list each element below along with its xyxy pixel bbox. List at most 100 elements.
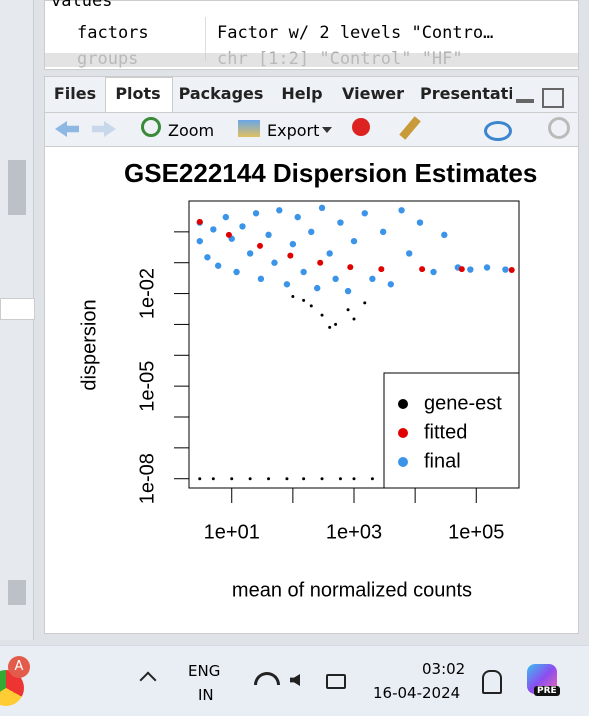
volume-icon[interactable] bbox=[290, 674, 300, 686]
clock-date[interactable]: 16-04-2024 bbox=[373, 684, 461, 702]
point bbox=[233, 268, 240, 276]
point bbox=[276, 207, 283, 214]
point bbox=[225, 231, 232, 238]
x-tick-label: 1e+03 bbox=[326, 521, 382, 543]
y-tick-label: 1e-02 bbox=[136, 268, 158, 319]
y-tick-label: 1e-05 bbox=[136, 361, 158, 412]
point bbox=[320, 477, 324, 481]
point bbox=[406, 250, 413, 257]
point bbox=[210, 226, 217, 233]
point bbox=[308, 228, 315, 236]
point bbox=[214, 262, 222, 269]
minimize-icon[interactable] bbox=[516, 99, 534, 103]
tab[interactable]: Packages bbox=[178, 84, 264, 103]
point bbox=[398, 207, 405, 214]
notification-icon[interactable] bbox=[482, 670, 502, 694]
point bbox=[196, 237, 203, 245]
point bbox=[320, 313, 324, 317]
point bbox=[256, 242, 263, 249]
chart-title: GSE222144 Dispersion Estimates bbox=[124, 158, 537, 188]
tab[interactable]: Files bbox=[53, 84, 97, 103]
chart: GSE222144 Dispersion Estimates mean of n… bbox=[78, 158, 537, 601]
env-name: factors bbox=[77, 23, 149, 43]
point bbox=[467, 266, 474, 273]
point bbox=[483, 264, 491, 271]
point bbox=[361, 210, 368, 217]
point bbox=[318, 204, 326, 212]
point bbox=[379, 228, 387, 236]
point bbox=[328, 325, 332, 329]
maximize-icon[interactable] bbox=[542, 88, 564, 108]
publish-icon[interactable] bbox=[484, 121, 512, 141]
separator bbox=[44, 112, 577, 113]
dropdown-arrow[interactable] bbox=[322, 127, 332, 138]
legend-swatch bbox=[398, 457, 408, 467]
tab[interactable]: Plots bbox=[115, 84, 161, 103]
x-tick-label: 1e+05 bbox=[448, 521, 504, 543]
point bbox=[352, 477, 356, 481]
wifi-icon[interactable] bbox=[254, 672, 280, 685]
point bbox=[211, 477, 215, 481]
x-tick-label: 1e+01 bbox=[204, 521, 260, 543]
legend-label: fitted bbox=[424, 421, 467, 443]
tab[interactable]: Presentati bbox=[420, 84, 512, 103]
point bbox=[363, 301, 367, 305]
point bbox=[309, 304, 313, 308]
point bbox=[302, 477, 306, 481]
export-icon[interactable] bbox=[238, 120, 260, 137]
point bbox=[332, 275, 339, 283]
point bbox=[313, 284, 321, 292]
taskbar: A ENG IN 03:02 16-04-2024 PRE bbox=[0, 645, 589, 716]
point bbox=[196, 218, 203, 225]
point bbox=[419, 266, 426, 273]
region[interactable]: IN bbox=[198, 686, 214, 704]
h-scrollbar bbox=[45, 53, 578, 67]
point bbox=[198, 477, 202, 481]
point bbox=[458, 266, 465, 273]
point bbox=[502, 266, 509, 273]
x-axis-label: mean of normalized counts bbox=[232, 579, 472, 601]
point bbox=[369, 275, 376, 283]
scrollbar bbox=[8, 580, 26, 605]
point bbox=[337, 219, 344, 226]
tab[interactable]: Help bbox=[281, 84, 323, 103]
zoom-icon[interactable] bbox=[141, 117, 161, 137]
point bbox=[416, 219, 424, 226]
tab[interactable]: Viewer bbox=[342, 84, 404, 103]
point bbox=[252, 210, 260, 217]
point bbox=[350, 237, 358, 245]
point bbox=[338, 477, 342, 481]
point bbox=[508, 267, 515, 274]
point bbox=[283, 281, 291, 288]
point bbox=[289, 240, 297, 248]
separator bbox=[205, 17, 206, 61]
zoom-button[interactable]: Zoom bbox=[168, 121, 215, 140]
point bbox=[317, 259, 324, 266]
point bbox=[352, 317, 356, 321]
legend-label: gene-est bbox=[424, 392, 502, 414]
point bbox=[326, 250, 333, 257]
point bbox=[344, 287, 352, 295]
legend-swatch bbox=[398, 399, 408, 409]
lang[interactable]: ENG bbox=[188, 662, 221, 680]
tray-arrow[interactable] bbox=[139, 671, 157, 689]
point bbox=[441, 231, 448, 239]
legend-label: final bbox=[424, 450, 461, 472]
point bbox=[370, 477, 374, 481]
point bbox=[302, 298, 306, 302]
remove-icon[interactable] bbox=[352, 118, 370, 136]
scrollbar bbox=[8, 160, 26, 215]
point bbox=[246, 250, 254, 257]
env-value: Factor w/ 2 levels "Contro… bbox=[217, 23, 494, 43]
point bbox=[271, 259, 278, 266]
export-button[interactable]: Export bbox=[267, 121, 320, 140]
point bbox=[347, 264, 354, 271]
point bbox=[257, 275, 265, 283]
environment-pane: values factors Factor w/ 2 levels "Contr… bbox=[44, 0, 579, 70]
refresh-icon[interactable] bbox=[548, 117, 570, 139]
point bbox=[222, 213, 230, 221]
point bbox=[334, 322, 338, 326]
clock-time[interactable]: 03:02 bbox=[422, 660, 466, 678]
select[interactable] bbox=[0, 298, 35, 320]
battery-icon[interactable] bbox=[326, 674, 346, 689]
